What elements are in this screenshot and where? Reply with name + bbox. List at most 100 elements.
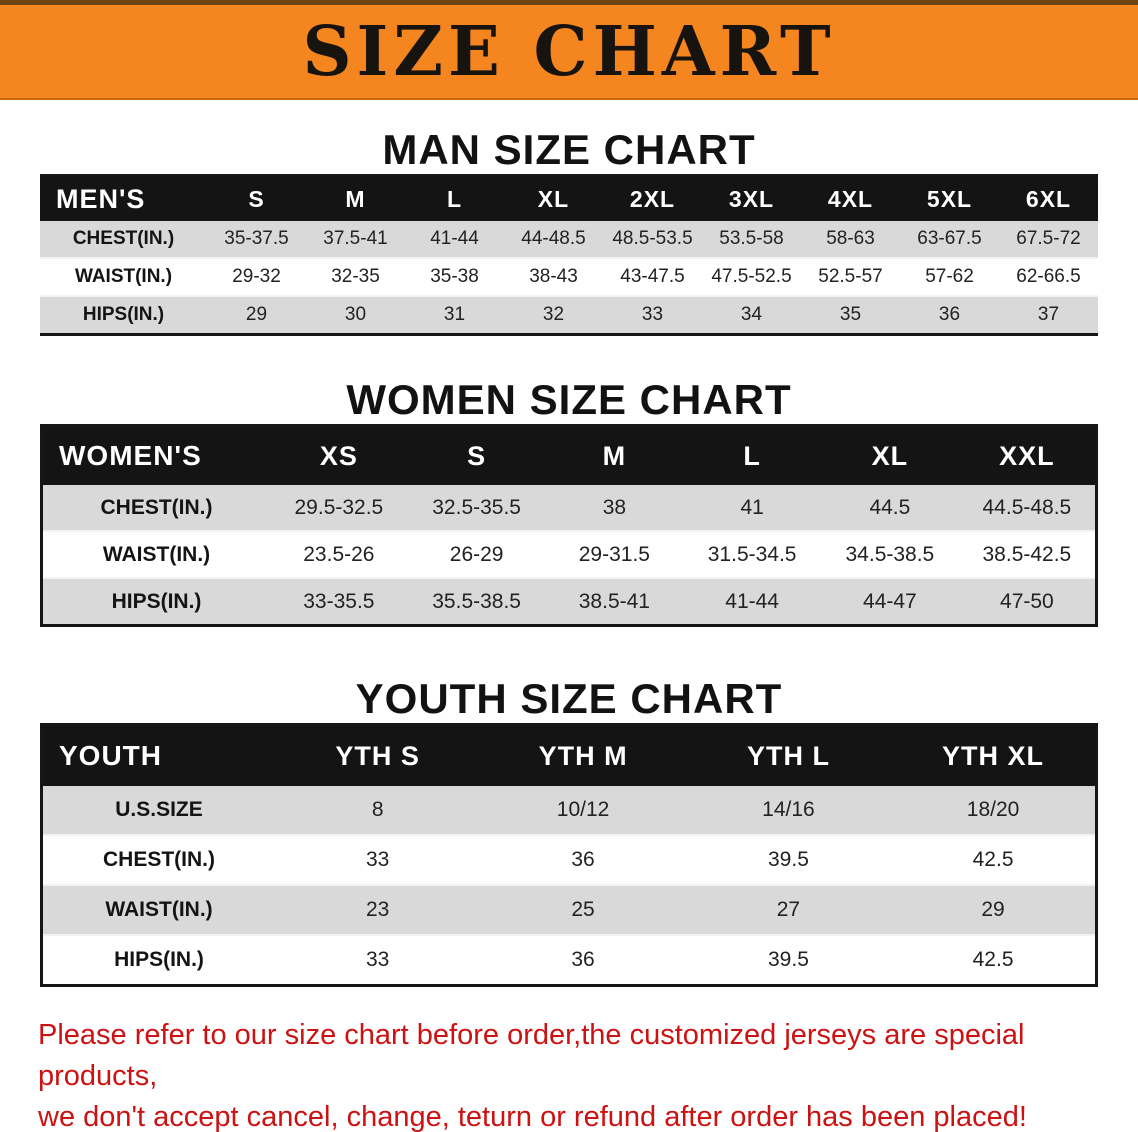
measurement-value-cell: 34.5-38.5: [821, 531, 959, 579]
size-column-header: XL: [504, 175, 603, 221]
size-column-header: 6XL: [999, 175, 1098, 221]
measurement-value-cell: 47.5-52.5: [702, 258, 801, 297]
women-section-heading: WOMEN SIZE CHART: [346, 376, 792, 423]
size-column-header: 3XL: [702, 175, 801, 221]
measurement-value-cell: 63-67.5: [900, 221, 999, 259]
size-column-header: XS: [270, 425, 408, 485]
measurement-value-cell: 58-63: [801, 221, 900, 259]
measurement-value-cell: 36: [900, 296, 999, 336]
size-column-header: YTH S: [275, 724, 481, 786]
banner-title: SIZE CHART: [302, 11, 836, 92]
measurement-label-cell: WAIST(IN.): [41, 885, 275, 936]
size-column-header: XXL: [958, 425, 1097, 485]
size-column-header: L: [405, 175, 504, 221]
table-header-row: YOUTH YTH S YTH M YTH L YTH XL: [41, 724, 1097, 786]
measurement-row: U.S.SIZE 8 10/12 14/16 18/20: [41, 786, 1097, 836]
disclaimer-note: Please refer to our size chart before or…: [38, 1015, 1100, 1132]
table-corner-label: YOUTH: [41, 724, 275, 786]
measurement-value-cell: 42.5: [891, 835, 1097, 886]
measurement-value-cell: 52.5-57: [801, 258, 900, 297]
measurement-label-cell: HIPS(IN.): [40, 296, 207, 336]
measurement-label-cell: CHEST(IN.): [40, 221, 207, 259]
measurement-label-cell: CHEST(IN.): [41, 485, 270, 532]
youth-section-heading: YOUTH SIZE CHART: [355, 675, 783, 722]
measurement-value-cell: 57-62: [900, 258, 999, 297]
size-column-header: S: [407, 425, 546, 485]
measurement-value-cell: 42.5: [891, 935, 1097, 987]
size-column-header: L: [683, 425, 821, 485]
measurement-value-cell: 31: [405, 296, 504, 336]
measurement-value-cell: 48.5-53.5: [603, 221, 702, 259]
measurement-value-cell: 36: [480, 935, 686, 987]
measurement-value-cell: 35.5-38.5: [407, 578, 546, 627]
measurement-label-cell: WAIST(IN.): [40, 258, 207, 297]
measurement-value-cell: 62-66.5: [999, 258, 1098, 297]
measurement-value-cell: 33: [275, 935, 481, 987]
measurement-value-cell: 39.5: [685, 835, 892, 886]
measurement-value-cell: 34: [702, 296, 801, 336]
measurement-row: HIPS(IN.) 29 30 31 32 33 34 35 36 37: [40, 296, 1098, 336]
measurement-value-cell: 39.5: [685, 935, 892, 987]
measurement-label-cell: U.S.SIZE: [41, 786, 275, 836]
measurement-value-cell: 32.5-35.5: [407, 485, 546, 532]
measurement-label-cell: WAIST(IN.): [41, 531, 270, 579]
measurement-value-cell: 23: [275, 885, 481, 936]
measurement-value-cell: 41-44: [405, 221, 504, 259]
measurement-value-cell: 43-47.5: [603, 258, 702, 297]
measurement-row: HIPS(IN.) 33-35.5 35.5-38.5 38.5-41 41-44 44-…: [41, 578, 1097, 627]
measurement-value-cell: 32-35: [306, 258, 405, 297]
measurement-value-cell: 38.5-42.5: [958, 531, 1097, 579]
measurement-row: WAIST(IN.) 23 25 27 29: [41, 885, 1097, 936]
table-corner-label: MEN'S: [40, 175, 207, 221]
measurement-value-cell: 33: [603, 296, 702, 336]
measurement-value-cell: 41-44: [683, 578, 821, 627]
measurement-value-cell: 44-47: [821, 578, 959, 627]
size-column-header: YTH M: [480, 724, 686, 786]
measurement-row: HIPS(IN.) 33 36 39.5 42.5: [41, 935, 1097, 987]
size-chart-banner: SIZE CHART: [0, 0, 1138, 100]
measurement-value-cell: 37.5-41: [306, 221, 405, 259]
measurement-value-cell: 35: [801, 296, 900, 336]
measurement-value-cell: 32: [504, 296, 603, 336]
measurement-value-cell: 44-48.5: [504, 221, 603, 259]
measurement-row: CHEST(IN.) 35-37.5 37.5-41 41-44 44-48.5 48.5…: [40, 221, 1098, 259]
measurement-value-cell: 18/20: [891, 786, 1097, 836]
measurement-value-cell: 23.5-26: [270, 531, 408, 579]
size-column-header: M: [545, 425, 684, 485]
size-column-header: XL: [821, 425, 959, 485]
measurement-value-cell: 47-50: [958, 578, 1097, 627]
measurement-value-cell: 29: [891, 885, 1097, 936]
measurement-value-cell: 14/16: [685, 786, 892, 836]
measurement-row: CHEST(IN.) 33 36 39.5 42.5: [41, 835, 1097, 886]
disclaimer-line-1: Please refer to our size chart before or…: [38, 1019, 1025, 1092]
measurement-value-cell: 10/12: [480, 786, 686, 836]
youth-size-table: YOUTH YTH S YTH M YTH L YTH XL U.S.SIZE 8 10/12…: [40, 723, 1098, 987]
measurement-value-cell: 35-37.5: [207, 221, 306, 259]
measurement-row: WAIST(IN.) 29-32 32-35 35-38 38-43 43-47.5 47.…: [40, 258, 1098, 297]
measurement-value-cell: 30: [306, 296, 405, 336]
size-column-header: YTH XL: [891, 724, 1097, 786]
size-column-header: 4XL: [801, 175, 900, 221]
size-column-header: YTH L: [685, 724, 892, 786]
measurement-value-cell: 44.5-48.5: [958, 485, 1097, 532]
measurement-value-cell: 36: [480, 835, 686, 886]
measurement-value-cell: 29: [207, 296, 306, 336]
size-column-header: 5XL: [900, 175, 999, 221]
measurement-value-cell: 27: [685, 885, 892, 936]
measurement-value-cell: 31.5-34.5: [683, 531, 821, 579]
measurement-label-cell: HIPS(IN.): [41, 935, 275, 987]
size-column-header: S: [207, 175, 306, 221]
measurement-label-cell: HIPS(IN.): [41, 578, 270, 627]
table-header-row: MEN'S S M L XL 2XL 3XL 4XL 5XL 6XL: [40, 175, 1098, 221]
measurement-value-cell: 26-29: [407, 531, 546, 579]
measurement-value-cell: 38.5-41: [545, 578, 684, 627]
measurement-value-cell: 38: [545, 485, 684, 532]
measurement-value-cell: 37: [999, 296, 1098, 336]
table-header-row: WOMEN'S XS S M L XL XXL: [41, 425, 1097, 485]
women-size-table: WOMEN'S XS S M L XL XXL CHEST(IN.) 29.5-32.5 32.5…: [40, 424, 1098, 627]
measurement-value-cell: 53.5-58: [702, 221, 801, 259]
measurement-value-cell: 33-35.5: [270, 578, 408, 627]
measurement-row: WAIST(IN.) 23.5-26 26-29 29-31.5 31.5-34.5 34…: [41, 531, 1097, 579]
measurement-value-cell: 33: [275, 835, 481, 886]
measurement-value-cell: 38-43: [504, 258, 603, 297]
